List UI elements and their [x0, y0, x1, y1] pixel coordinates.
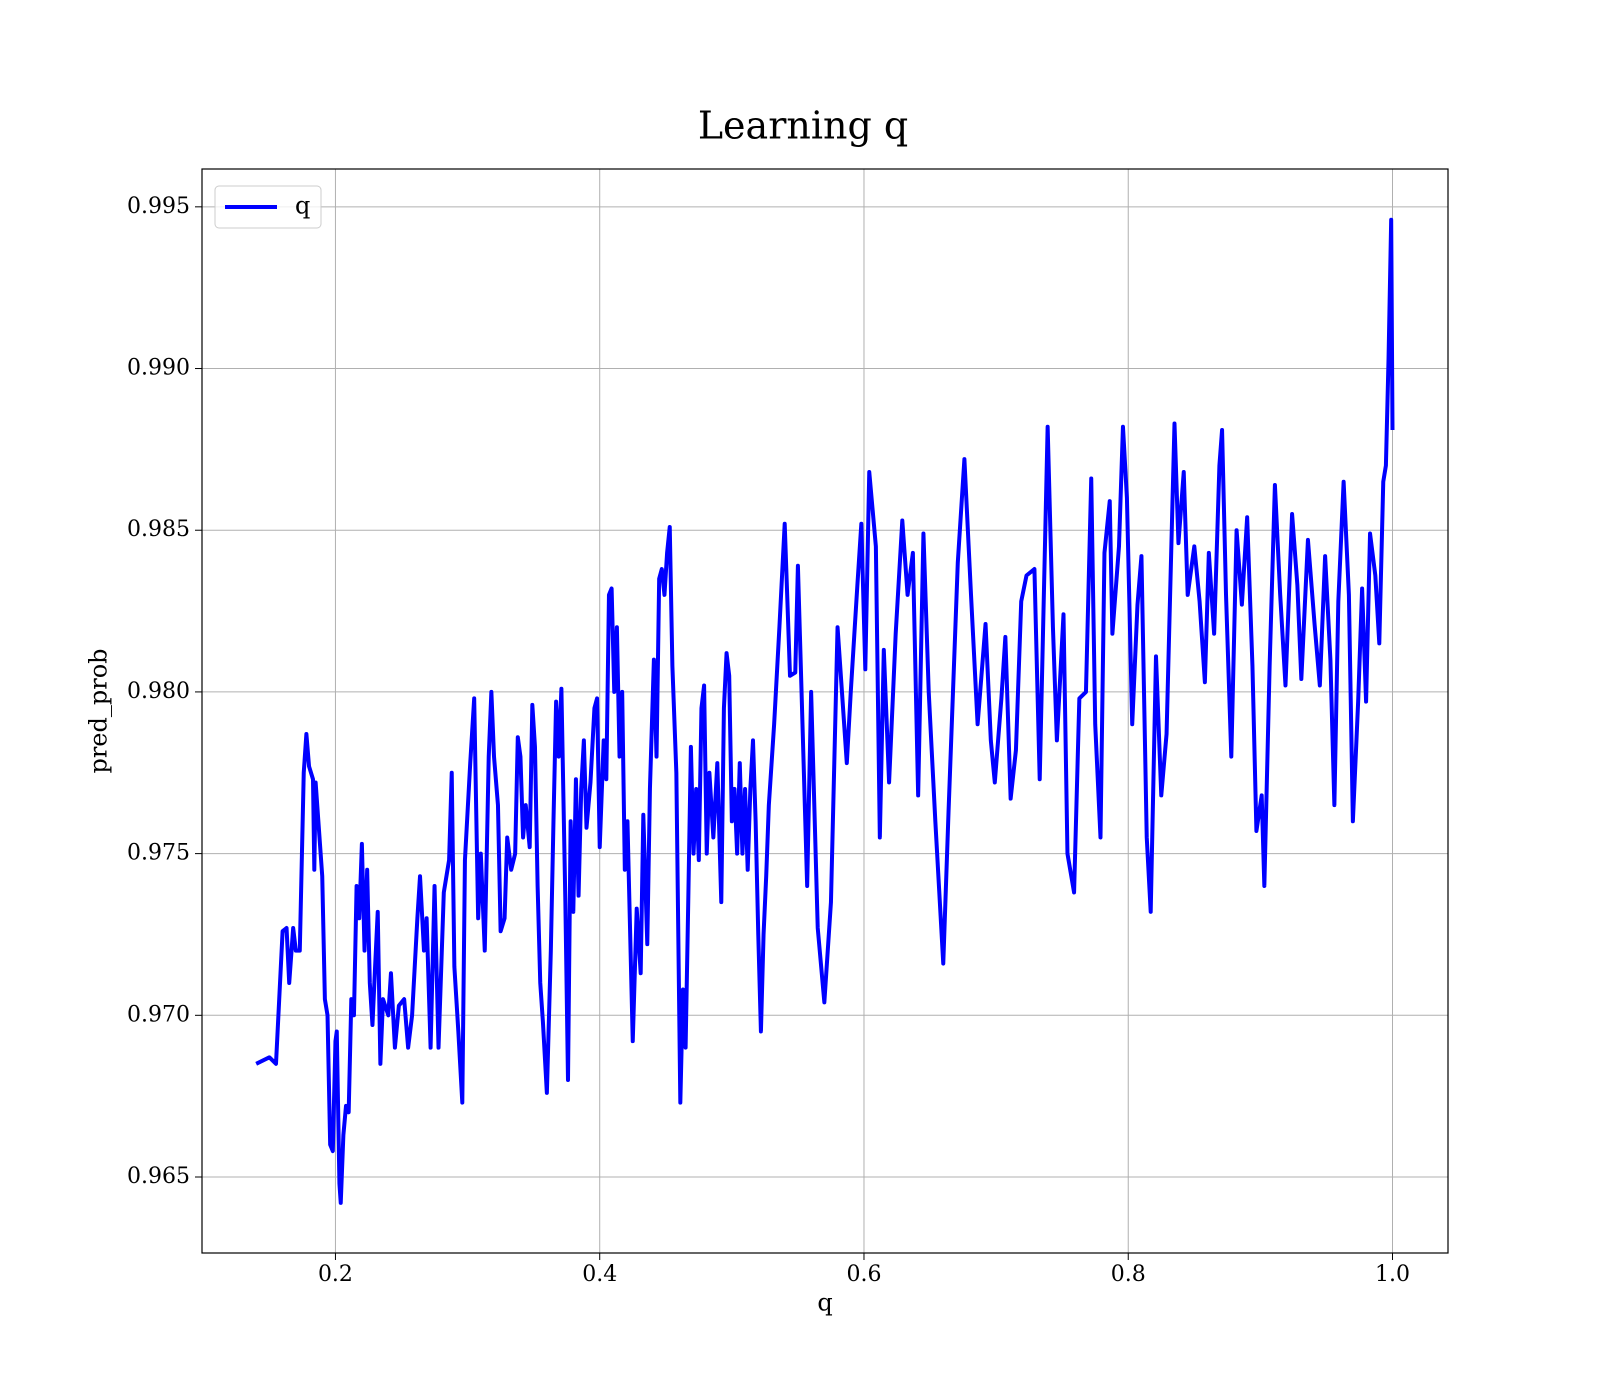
- y-tick-label: 0.980: [127, 679, 190, 704]
- x-tick-label: 1.0: [1375, 1262, 1410, 1287]
- plot-frame: [201, 168, 1449, 1254]
- y-tick-label: 0.995: [127, 194, 190, 219]
- x-axis-label: q: [817, 1289, 832, 1317]
- x-tick-label: 0.8: [1111, 1262, 1146, 1287]
- x-tick-label: 0.6: [846, 1262, 881, 1287]
- chart-title: Learning q: [698, 104, 908, 148]
- y-tick-label: 0.970: [127, 1002, 190, 1027]
- y-tick-label: 0.965: [127, 1164, 190, 1189]
- y-axis-label: pred_prob: [85, 648, 113, 773]
- legend-label: q: [295, 192, 310, 220]
- x-tick-label: 0.2: [318, 1262, 353, 1287]
- x-tick-label: 0.4: [582, 1262, 617, 1287]
- y-tick-label: 0.985: [127, 517, 190, 542]
- data-line: [255, 217, 1395, 1205]
- y-tick-label: 0.990: [127, 356, 190, 381]
- legend: q: [214, 185, 322, 229]
- y-tick-label: 0.975: [127, 841, 190, 866]
